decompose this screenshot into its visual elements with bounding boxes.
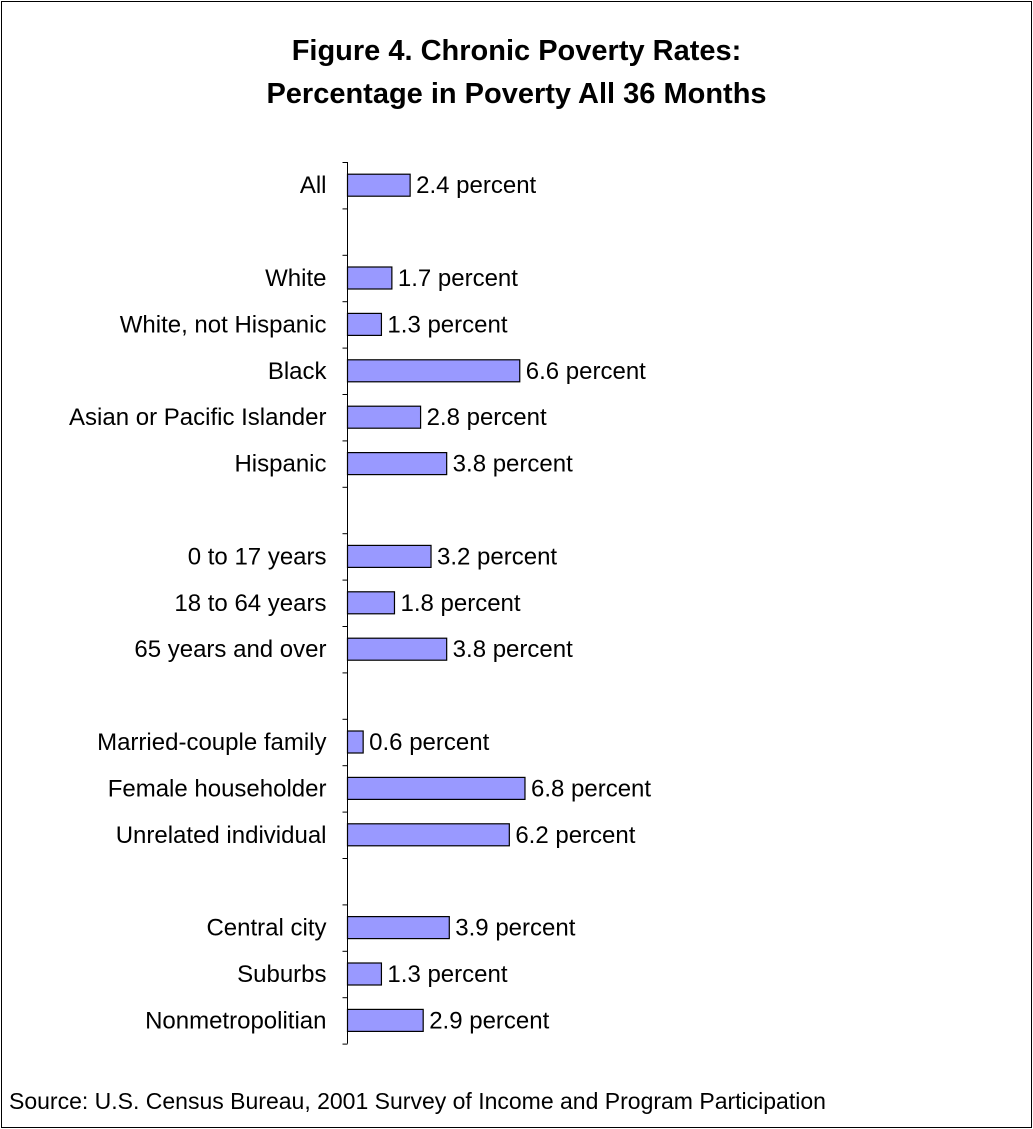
bar [346,312,383,336]
category-label: Married-couple family [97,729,326,756]
data-label: 3.9 percent [455,915,575,942]
bar [346,544,432,569]
data-label: 0.6 percent [369,729,489,756]
chart-title: Figure 4. Chronic Poverty Rates: [291,35,742,67]
category-label: All [300,172,327,199]
data-label: 1.3 percent [387,961,507,988]
bar [346,452,448,476]
bar [346,591,396,615]
category-label: Female householder [108,775,327,802]
data-label: 3.8 percent [453,451,573,478]
category-label: Black [268,358,328,385]
bar [346,823,510,847]
bar [346,637,448,661]
bar [346,173,411,197]
category-label: 18 to 64 years [174,590,326,617]
data-label: 1.7 percent [398,265,518,292]
data-label: 2.4 percent [416,172,536,199]
category-label: Hispanic [234,451,326,478]
category-label: Central city [206,915,326,942]
bar [346,266,393,290]
bar [346,962,383,986]
data-label: 3.8 percent [453,636,573,663]
data-label: 6.2 percent [515,822,635,849]
bar [346,1008,424,1033]
category-label: Asian or Pacific Islander [69,404,326,431]
category-label: White [265,265,326,292]
data-label: 3.2 percent [437,543,557,570]
data-label: 6.6 percent [526,358,646,385]
category-label: 65 years and over [134,636,326,663]
category-label: White, not Hispanic [120,311,327,338]
category-label: Unrelated individual [116,822,327,849]
category-label: Suburbs [237,961,326,988]
data-label: 2.8 percent [427,404,547,431]
data-label: 1.3 percent [387,311,507,338]
category-label: Nonmetropolitian [145,1007,326,1034]
data-label: 6.8 percent [531,775,651,802]
bar [346,776,526,801]
category-label: 0 to 17 years [188,543,327,570]
bar [346,359,521,383]
chart-subtitle: Percentage in Poverty All 36 Months [266,78,767,110]
source-note: Source: U.S. Census Bureau, 2001 Survey … [9,1088,826,1114]
data-label: 2.9 percent [429,1007,549,1034]
bar [346,405,422,429]
chart-title-block: Figure 4. Chronic Poverty Rates: Percent… [0,30,1033,116]
data-label: 1.8 percent [400,590,520,617]
bar [346,915,450,940]
bar [346,730,364,754]
